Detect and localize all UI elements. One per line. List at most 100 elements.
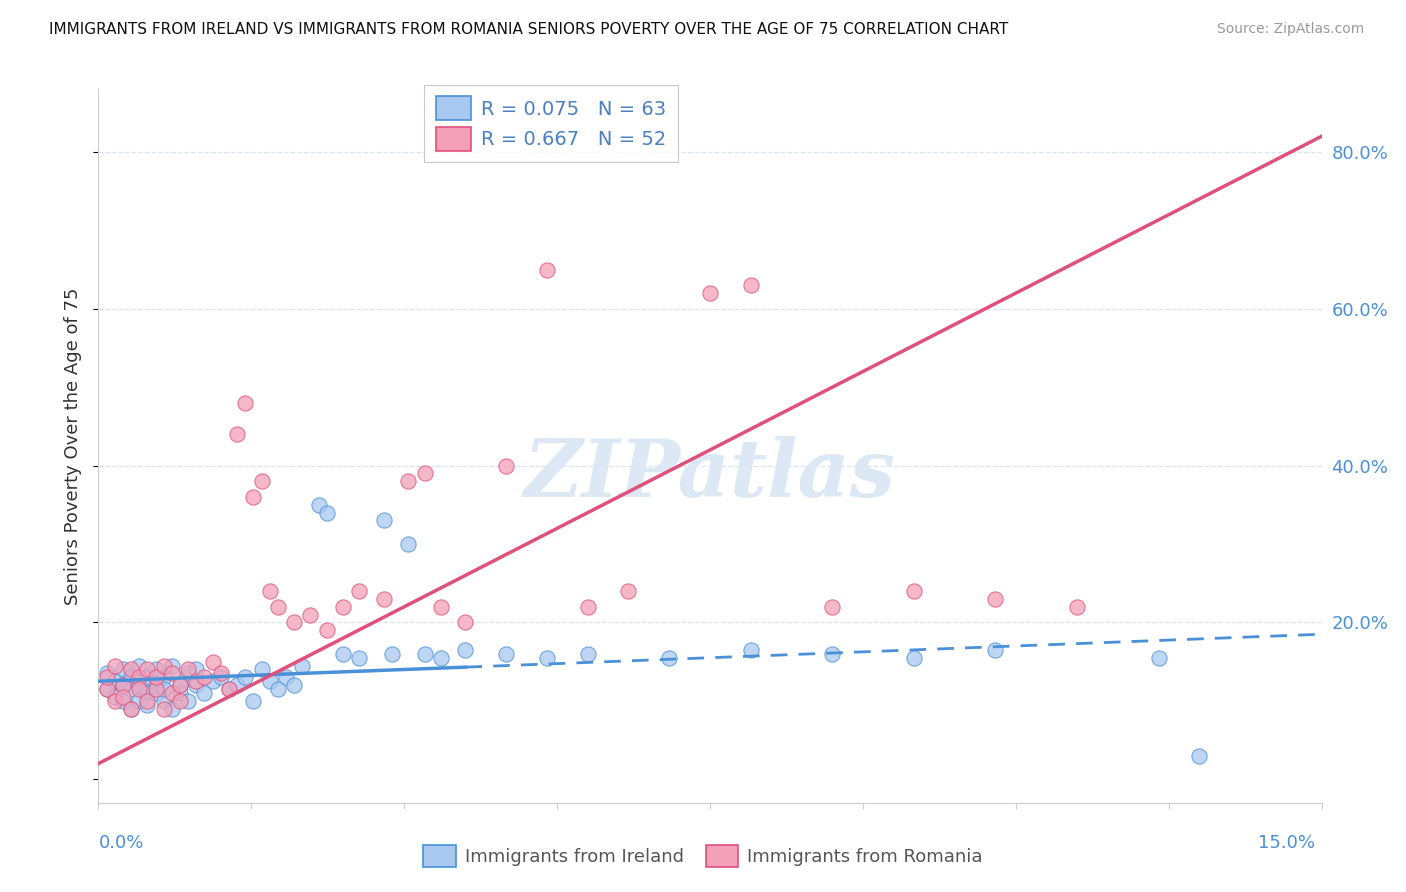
Point	[177, 663, 200, 677]
Point	[283, 615, 305, 630]
Point	[699, 286, 721, 301]
Point	[381, 647, 404, 661]
Legend: R = 0.075   N = 63, R = 0.667   N = 52: R = 0.075 N = 63, R = 0.667 N = 52	[425, 85, 678, 162]
Text: ZIPatlas: ZIPatlas	[524, 436, 896, 513]
Point	[160, 666, 183, 681]
Point	[104, 694, 127, 708]
Point	[283, 678, 305, 692]
Point	[111, 690, 134, 704]
Point	[396, 537, 419, 551]
Point	[576, 647, 599, 661]
Point	[740, 643, 762, 657]
Point	[145, 682, 167, 697]
Point	[430, 599, 453, 614]
Point	[111, 694, 134, 708]
Point	[96, 666, 118, 681]
Point	[136, 686, 159, 700]
Point	[454, 643, 477, 657]
Y-axis label: Seniors Poverty Over the Age of 75: Seniors Poverty Over the Age of 75	[65, 287, 83, 605]
Point	[1147, 650, 1170, 665]
Point	[152, 694, 174, 708]
Point	[136, 694, 159, 708]
Point	[658, 650, 681, 665]
Point	[332, 599, 354, 614]
Point	[299, 607, 322, 622]
Point	[128, 658, 150, 673]
Point	[821, 647, 844, 661]
Point	[413, 467, 436, 481]
Point	[984, 591, 1007, 606]
Point	[617, 584, 640, 599]
Point	[984, 643, 1007, 657]
Point	[218, 682, 240, 697]
Point	[332, 647, 354, 661]
Text: 15.0%: 15.0%	[1257, 834, 1315, 852]
Point	[430, 650, 453, 665]
Text: Source: ZipAtlas.com: Source: ZipAtlas.com	[1216, 22, 1364, 37]
Point	[291, 658, 314, 673]
Point	[226, 678, 249, 692]
Point	[218, 682, 240, 697]
Point	[209, 666, 232, 681]
Point	[96, 670, 118, 684]
Point	[120, 702, 142, 716]
Point	[315, 624, 337, 638]
Point	[136, 670, 159, 684]
Point	[373, 514, 395, 528]
Point	[128, 670, 150, 684]
Point	[160, 702, 183, 716]
Point	[152, 658, 174, 673]
Point	[495, 458, 517, 473]
Point	[201, 674, 224, 689]
Point	[169, 686, 191, 700]
Point	[250, 663, 273, 677]
Point	[120, 670, 142, 684]
Point	[267, 599, 290, 614]
Point	[226, 427, 249, 442]
Point	[160, 686, 183, 700]
Point	[536, 650, 558, 665]
Point	[349, 584, 371, 599]
Point	[177, 666, 200, 681]
Point	[111, 678, 134, 692]
Point	[1188, 748, 1211, 763]
Point	[152, 702, 174, 716]
Point	[136, 698, 159, 712]
Point	[96, 682, 118, 697]
Point	[308, 498, 330, 512]
Point	[177, 694, 200, 708]
Point	[821, 599, 844, 614]
Point	[576, 599, 599, 614]
Point	[152, 670, 174, 684]
Point	[169, 678, 191, 692]
Point	[193, 686, 215, 700]
Point	[315, 506, 337, 520]
Point	[209, 670, 232, 684]
Point	[903, 650, 925, 665]
Point	[242, 694, 264, 708]
Point	[136, 663, 159, 677]
Point	[903, 584, 925, 599]
Point	[169, 678, 191, 692]
Point	[274, 670, 297, 684]
Text: 0.0%: 0.0%	[98, 834, 143, 852]
Point	[242, 490, 264, 504]
Point	[111, 678, 134, 692]
Point	[128, 694, 150, 708]
Point	[186, 678, 208, 692]
Point	[201, 655, 224, 669]
Point	[1066, 599, 1088, 614]
Point	[104, 658, 127, 673]
Point	[169, 694, 191, 708]
Point	[145, 670, 167, 684]
Point	[186, 663, 208, 677]
Legend: Immigrants from Ireland, Immigrants from Romania: Immigrants from Ireland, Immigrants from…	[415, 836, 991, 876]
Point	[120, 663, 142, 677]
Point	[259, 674, 281, 689]
Point	[152, 682, 174, 697]
Point	[233, 396, 256, 410]
Point	[193, 670, 215, 684]
Point	[267, 682, 290, 697]
Point	[111, 663, 134, 677]
Point	[233, 670, 256, 684]
